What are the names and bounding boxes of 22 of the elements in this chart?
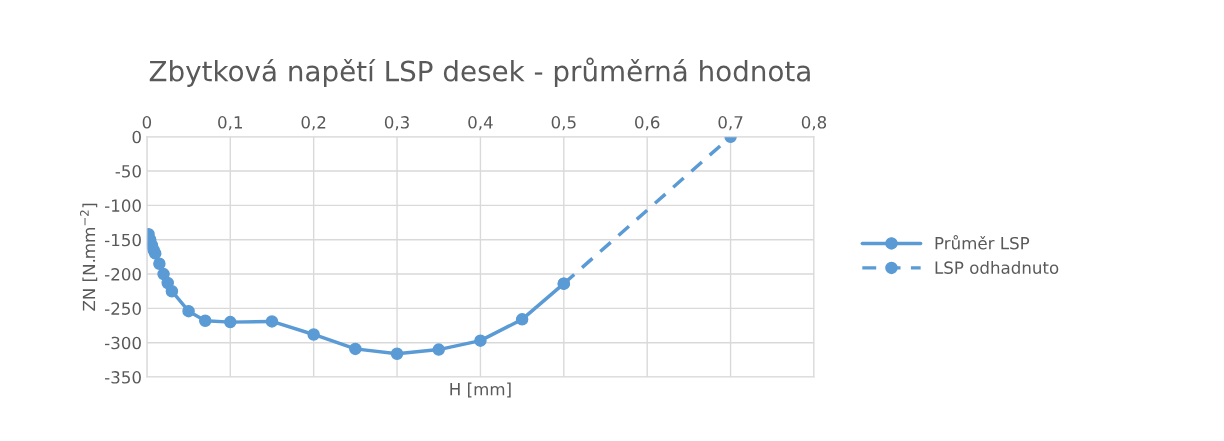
x-tick-label: 0,8 xyxy=(801,116,827,131)
chart-title: Zbytková napětí LSP desek - průměrná hodnota xyxy=(149,57,810,87)
x-tick-label: 0,2 xyxy=(301,116,326,131)
y-tick-label: -350 xyxy=(105,371,141,384)
x-tick-label: 0,6 xyxy=(635,116,660,131)
y-tick-label: 0 xyxy=(132,130,141,144)
y-tick-label: -200 xyxy=(105,268,141,281)
y-tick-label: -300 xyxy=(105,336,141,350)
x-axis-title: H [mm] xyxy=(450,382,511,398)
y-tick-label: -150 xyxy=(105,233,141,247)
legend-label: Průměr LSP xyxy=(935,235,1030,250)
x-tick-label: 0,5 xyxy=(551,116,576,131)
y-tick-label: -100 xyxy=(105,199,141,212)
y-axis-title: ZN [N.mm$^{−2}$] xyxy=(80,203,98,311)
x-tick-label: 0,3 xyxy=(384,116,409,131)
y-tick-label: -50 xyxy=(115,165,141,178)
x-tick-label: 0,4 xyxy=(468,116,493,131)
x-tick-label: 0,7 xyxy=(718,116,743,131)
x-tick-label: 0 xyxy=(142,116,152,129)
x-tick-label: 0,1 xyxy=(218,116,242,131)
y-tick-label: -250 xyxy=(105,302,141,315)
legend-label: LSP odhadnuto xyxy=(935,261,1059,274)
